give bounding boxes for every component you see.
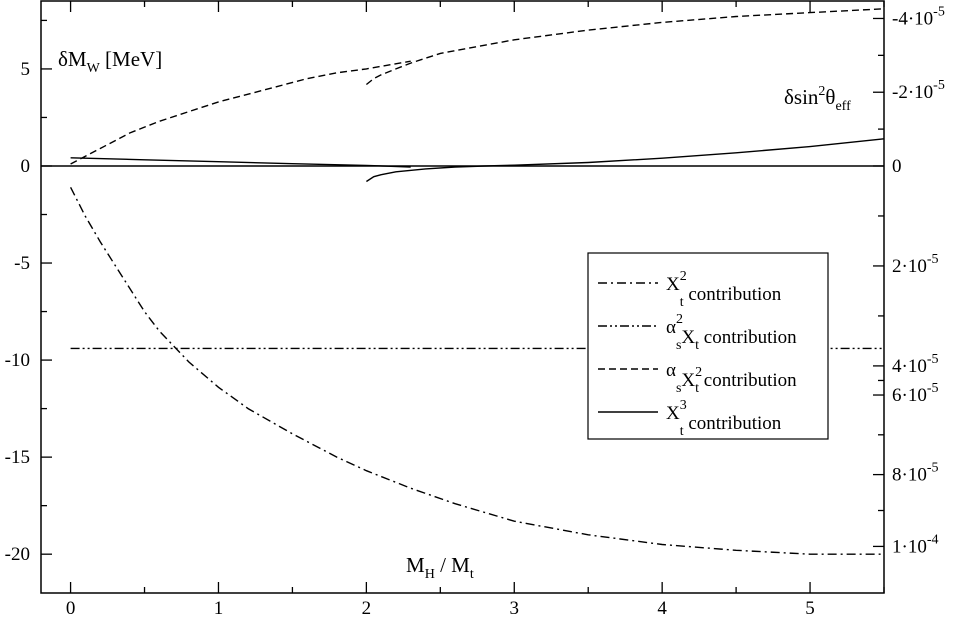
y-tick-right-label: 1·10-4	[892, 532, 939, 557]
x-axis-title-main: M	[406, 553, 425, 577]
plot-frame	[40, 0, 885, 594]
tick-layer	[41, 1, 885, 593]
x-tick-label: 5	[805, 598, 815, 619]
series-Xt2	[69, 186, 884, 555]
y-axis-right-title-sup: 2	[818, 84, 825, 99]
y-axis-right-title-mid: θ	[825, 85, 835, 109]
y-axis-left-title-sub: W	[87, 61, 101, 76]
y-axis-left-title: δMW [MeV]	[58, 47, 162, 76]
y-tick-right-label: 6·10-5	[892, 381, 939, 406]
y-tick-right-label: -2·10-5	[892, 78, 945, 103]
y-tick-right-label: 2·10-5	[892, 252, 939, 277]
y-axis-right-title-main: δsin	[784, 85, 819, 109]
legend-label: αsX2 t contribution	[666, 360, 797, 396]
series-asXt2_a	[70, 60, 411, 165]
legend-label: X2 t contribution	[666, 269, 782, 310]
x-axis-title-mid: / M	[435, 553, 470, 577]
x-tick-label: 0	[66, 598, 76, 619]
y-axis-right-title-sub: eff	[835, 99, 851, 114]
label-layer: 0 1 2 3 4 5 5 0 -5 -10 -15 -20 -4·10-5 -2·10-5 0 2·10-5…	[5, 4, 945, 619]
y-tick-left-label: -10	[5, 350, 30, 371]
series-asXt2_b	[365, 8, 885, 86]
y-tick-left-label: -15	[5, 447, 30, 468]
legend-label: α2 sXt contribution	[666, 312, 797, 353]
y-tick-right-label: 8·10-5	[892, 461, 939, 486]
x-axis-title-sub2: t	[470, 567, 474, 582]
y-tick-left-label: -5	[14, 253, 30, 274]
legend-box	[587, 252, 829, 440]
x-tick-label: 1	[214, 598, 224, 619]
y-axis-left-title-main: δM	[58, 47, 87, 71]
x-tick-label: 3	[510, 598, 520, 619]
y-tick-left-label: 5	[21, 59, 31, 80]
y-tick-left-label: 0	[21, 156, 31, 177]
y-axis-left-title-rest: [MeV]	[100, 47, 162, 71]
x-axis-title: MH / Mt	[406, 553, 474, 582]
x-tick-label: 2	[362, 598, 372, 619]
series-Xt3_b	[366, 138, 885, 183]
y-tick-right-label: 0	[892, 156, 902, 177]
y-tick-right-label: 4·10-5	[892, 352, 939, 377]
series-layer	[41, 8, 885, 555]
y-tick-right-label: -4·10-5	[892, 4, 945, 29]
x-tick-label: 4	[657, 598, 667, 619]
x-axis-title-sub1: H	[425, 567, 435, 582]
y-axis-right-title: δsin2θeff	[784, 84, 851, 114]
y-tick-left-label: -20	[5, 544, 30, 565]
legend-label: X3 t contribution	[666, 398, 782, 439]
